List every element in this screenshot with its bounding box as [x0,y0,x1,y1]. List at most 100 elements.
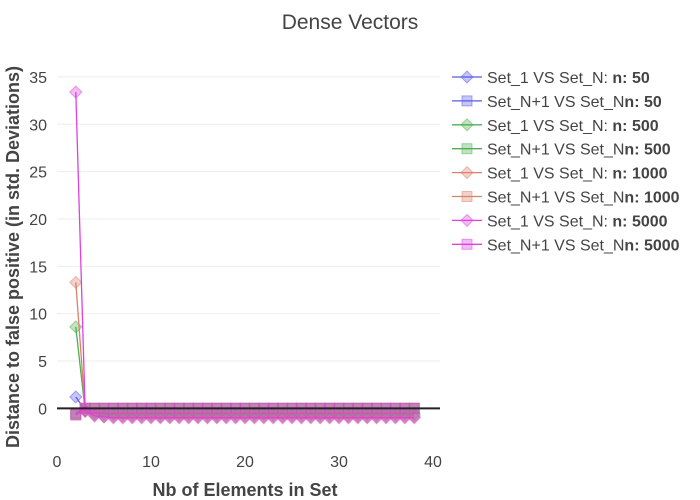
x-axis-title: Nb of Elements in Set [152,480,337,500]
x-tick-label: 10 [142,454,160,471]
data-point [322,411,337,425]
data-point [134,411,149,425]
data-point [116,411,130,425]
data-point [322,410,337,424]
data-point [200,411,215,425]
legend-swatch-marker [460,165,474,180]
legend-label-n: n: 1000 [612,166,667,183]
legend-swatch-marker [460,213,474,228]
legend-label-name: Set_N+1 VS Set_N [487,237,624,254]
y-tick-label: 30 [29,117,47,134]
legend-item[interactable]: Set_N+1 VS Set_Nn: 50 [452,94,662,111]
data-point [238,410,252,424]
data-point [285,411,299,425]
legend-swatch-marker [460,70,474,84]
data-point [351,411,365,425]
legend-swatch-marker [461,95,473,107]
data-point [70,409,82,421]
y-tick-label: 10 [29,307,47,324]
legend-label-name: Set_1 VS Set_N: [487,118,612,135]
data-point [228,410,243,424]
data-point [257,410,271,424]
data-point [172,411,186,425]
data-point [210,411,224,425]
legend-label-name: Set_N+1 VS Set_N [487,142,624,159]
legend-label-name: Set_1 VS Set_N: [487,70,612,87]
series-6 [69,85,421,425]
legend-item[interactable]: Set_1 VS Set_N: n: 500 [452,118,659,135]
legend-item[interactable]: Set_1 VS Set_N: n: 50 [452,70,650,87]
legend-label: Set_N+1 VS Set_Nn: 50 [487,94,662,111]
data-point [69,85,83,99]
data-point [228,411,243,425]
legend-label-n: n: 500 [624,142,670,159]
legend-label-n: n: 50 [612,70,649,87]
data-point [144,411,158,425]
legend-swatch-marker [461,238,473,250]
data-point [210,410,224,424]
data-point [125,411,139,425]
series-line [75,282,415,418]
x-tick-label: 30 [330,454,348,471]
legend-label-n: n: 5000 [624,237,679,254]
data-point [313,410,327,424]
y-tick-label: 25 [29,165,47,182]
data-point [181,411,196,425]
legend-label: Set_N+1 VS Set_Nn: 5000 [487,237,680,254]
y-axis-ticks: 0 5 10 15 20 25 30 35 [29,70,47,418]
legend-label-name: Set_N+1 VS Set_N [487,190,624,207]
legend-label-name: Set_1 VS Set_N: [487,213,612,230]
data-point [294,410,309,424]
legend-swatch-marker [461,191,473,202]
data-point [407,411,421,425]
legend-label-n: n: 50 [624,94,661,111]
data-point [125,410,139,424]
legend-label: Set_N+1 VS Set_Nn: 1000 [487,190,680,207]
data-point [106,410,121,424]
data-point [200,410,215,424]
data-point [69,390,83,404]
data-point [266,410,280,424]
data-point [191,411,205,425]
data-point [388,411,403,425]
data-point [144,410,158,424]
data-point [153,410,168,424]
y-tick-label: 35 [29,70,47,87]
data-point [163,411,177,425]
x-tick-label: 0 [53,454,62,471]
data-point [398,411,412,425]
y-tick-label: 5 [38,354,47,371]
data-point [134,410,149,424]
data-point [285,410,299,424]
legend-item[interactable]: Set_N+1 VS Set_Nn: 1000 [452,190,680,207]
legend-item[interactable]: Set_N+1 VS Set_Nn: 500 [452,142,671,159]
grid-lines [57,76,440,362]
legend-label: Set_1 VS Set_N: n: 50 [487,70,650,87]
data-point [360,410,374,424]
data-point [351,410,365,424]
x-tick-label: 40 [424,454,442,471]
x-tick-label: 20 [236,454,254,471]
legend-item[interactable]: Set_1 VS Set_N: n: 1000 [452,166,668,183]
data-point [332,411,346,425]
data-point [304,410,318,424]
legend-item[interactable]: Set_N+1 VS Set_Nn: 5000 [452,237,680,254]
series-line [75,92,415,419]
y-axis-title: Distance to false positive (in std. Devi… [3,66,23,448]
y-tick-label: 15 [29,259,47,276]
legend-swatch-marker [460,118,474,132]
data-point [332,410,346,424]
data-point [388,410,403,424]
data-point [219,411,233,425]
data-point [313,411,327,425]
legend-item[interactable]: Set_1 VS Set_N: n: 5000 [452,213,668,230]
legend-label-name: Set_1 VS Set_N: [487,166,612,183]
data-point [257,411,271,425]
chart-title: Dense Vectors [282,11,419,34]
data-point [238,411,252,425]
data-point [379,410,393,424]
data-point [247,410,262,424]
